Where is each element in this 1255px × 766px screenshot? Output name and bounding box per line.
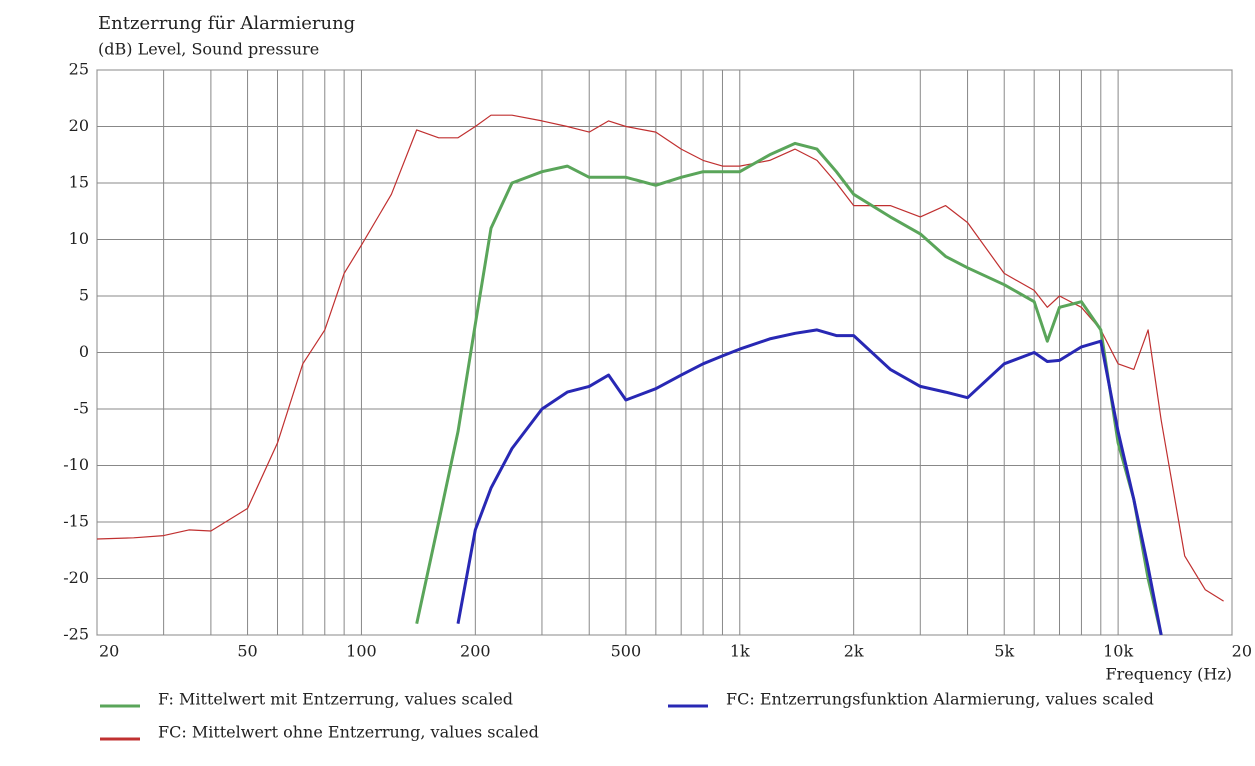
legend-label: F: Mittelwert mit Entzerrung, values sca… [158,690,513,709]
series-line [97,114,1224,602]
x-tick-label: 50 [237,642,257,661]
series-line [456,328,1163,635]
x-axis-label: Frequency (Hz) [1106,665,1233,684]
y-tick-label: 5 [79,286,89,305]
y-tick-label: 15 [69,173,89,192]
y-axis-label: (dB) Level, Sound pressure [98,40,319,59]
y-tick-label: -25 [63,625,89,644]
chart-title: Entzerrung für Alarmierung [98,13,355,34]
y-tick-label: 25 [69,60,89,79]
x-tick-label: 5k [994,642,1014,661]
y-tick-label: -5 [73,399,89,418]
x-tick-label: 100 [346,642,377,661]
x-tick-label: 10k [1103,642,1133,661]
x-tick-label: 20 [99,642,119,661]
x-tick-label: 500 [611,642,642,661]
y-tick-label: -15 [63,512,89,531]
y-tick-label: 20 [69,116,89,135]
legend-label: FC: Entzerrungsfunktion Alarmierung, val… [726,690,1154,709]
legend-label: FC: Mittelwert ohne Entzerrung, values s… [158,723,539,742]
y-tick-label: -10 [63,455,89,474]
y-tick-label: 10 [69,229,89,248]
x-tick-label: 200 [460,642,491,661]
plot-lines [97,114,1224,635]
series-line [415,141,1163,635]
y-tick-label: -20 [63,568,89,587]
x-tick-label: 20 [1232,642,1252,661]
y-tick-label: 0 [79,342,89,361]
x-tick-label: 1k [730,642,750,661]
x-tick-label: 2k [844,642,864,661]
